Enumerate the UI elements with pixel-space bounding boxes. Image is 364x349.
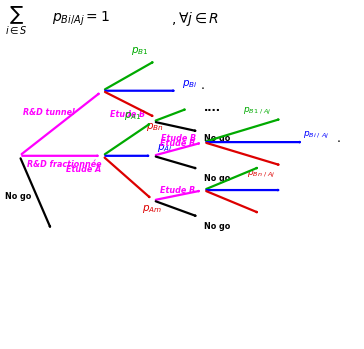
Text: Etude A: Etude A (66, 165, 102, 174)
Text: Etude B: Etude B (160, 186, 195, 194)
Text: $p_{A1}$: $p_{A1}$ (124, 110, 142, 122)
Text: $p_{Aj}$: $p_{Aj}$ (157, 143, 172, 155)
Text: ....: .... (204, 103, 221, 113)
Text: $p_{Bn\ /\ Aj}$: $p_{Bn\ /\ Aj}$ (247, 169, 276, 180)
Text: $p_{B1\ /\ Aj}$: $p_{B1\ /\ Aj}$ (244, 106, 272, 117)
Text: $\cdot$: $\cdot$ (200, 81, 205, 95)
Text: $\cdot$: $\cdot$ (336, 134, 340, 147)
Text: $,\forall j\in R$: $,\forall j\in R$ (171, 10, 219, 28)
Text: Etude B: Etude B (161, 134, 197, 143)
Text: No go: No go (204, 173, 230, 183)
Text: $p_{Bi/Aj} = 1$: $p_{Bi/Aj} = 1$ (52, 10, 110, 28)
Text: No go: No go (204, 134, 230, 143)
Text: R&D fractionnée: R&D fractionnée (27, 160, 101, 169)
Text: R&D tunnel: R&D tunnel (23, 109, 75, 118)
Text: $p_{B1}$: $p_{B1}$ (131, 45, 149, 57)
Text: $\sum_{i\in S}$: $\sum_{i\in S}$ (5, 5, 28, 36)
Text: No go: No go (5, 192, 31, 201)
Text: $p_{Bn}$: $p_{Bn}$ (146, 121, 163, 133)
Text: $p_{Am}$: $p_{Am}$ (142, 203, 162, 215)
Text: $p_{Bi\ /\ Aj}$: $p_{Bi\ /\ Aj}$ (303, 130, 329, 141)
Text: $p_{Bi}$: $p_{Bi}$ (182, 78, 198, 90)
Text: Etude B: Etude B (110, 110, 145, 119)
Text: Etude B: Etude B (160, 139, 195, 148)
Text: No go: No go (204, 222, 230, 231)
